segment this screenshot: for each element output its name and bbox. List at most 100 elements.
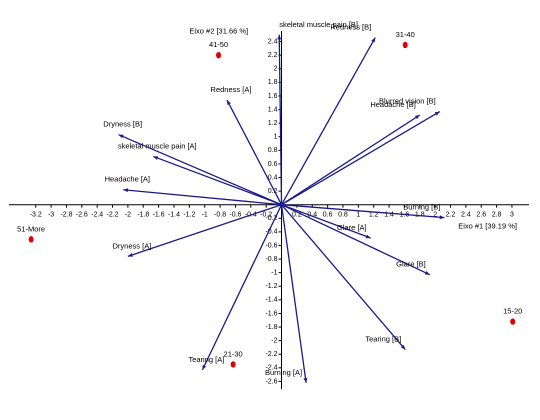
x-tick-label: -3 (48, 212, 54, 219)
arrow-head (153, 156, 159, 160)
y-tick-label: 2.4 (268, 38, 278, 45)
y-tick-label: 1 (274, 134, 278, 141)
x-tick-label: -0.2 (260, 212, 272, 219)
x-tick-label: -2.2 (107, 212, 119, 219)
x-tick-label: 1.4 (384, 212, 394, 219)
y-tick-label: -1.6 (265, 310, 277, 317)
arrow-head (123, 188, 129, 193)
vector-label: Tearing [B] (365, 334, 401, 343)
y-tick-label: -2.2 (265, 351, 277, 358)
y-axis-label: Eixo #2 [31.66 %] (189, 26, 248, 35)
vector (123, 189, 282, 206)
y-tick-label: 0.8 (268, 147, 278, 154)
x-tick-label: 1 (356, 212, 360, 219)
vector-label: skeletal muscle pain [B] (279, 20, 358, 29)
x-tick-label: -1 (202, 212, 208, 219)
x-tick-label: 0.2 (292, 212, 302, 219)
vector (278, 34, 283, 205)
x-tick-label: -2.4 (91, 212, 103, 219)
point-label: 51-More (17, 224, 45, 233)
arrow-head (127, 253, 133, 257)
arrow-head (202, 364, 207, 370)
y-tick-label: 1.8 (268, 79, 278, 86)
x-tick-label: 1.2 (369, 212, 379, 219)
x-tick-label: -2.6 (76, 212, 88, 219)
x-tick-label: -1.8 (137, 212, 149, 219)
vector-label: Dryness [A] (113, 241, 152, 250)
point-label: 31-40 (396, 30, 415, 39)
y-tick-label: -1.4 (265, 297, 277, 304)
vector (201, 204, 283, 371)
arrow-head (303, 377, 308, 383)
y-tick-label: 1.2 (268, 120, 278, 127)
point-label: 41-50 (209, 40, 228, 49)
vector (118, 134, 282, 206)
vector (281, 111, 441, 206)
arrow-head (371, 37, 376, 43)
x-tick-label: 3 (510, 212, 514, 219)
y-tick-label: 0.4 (268, 174, 278, 181)
arrow-head (118, 134, 124, 139)
x-tick-label: 0.6 (323, 212, 333, 219)
vector (153, 155, 282, 206)
y-tick-label: 1.6 (268, 93, 278, 100)
arrow-head (424, 270, 430, 275)
point-label: 15-20 (503, 307, 522, 316)
point (28, 236, 34, 243)
x-tick-label: 2.4 (461, 212, 471, 219)
vector-label: Dryness [B] (103, 120, 142, 129)
vector (226, 99, 283, 205)
vector-label: Burning [A] (265, 368, 302, 377)
y-tick-label: 1.4 (268, 106, 278, 113)
x-tick-label: -1.2 (183, 212, 195, 219)
y-tick-label: -1.8 (265, 324, 277, 331)
vector (127, 204, 282, 257)
y-tick-label: -2.4 (265, 365, 277, 372)
y-tick-label: 0.6 (268, 161, 278, 168)
arrow-head (226, 100, 231, 106)
vector-label: Tearing [A] (188, 355, 224, 364)
vector-label: Redness [B] (330, 22, 371, 31)
vector-label: Headache [A] (105, 175, 150, 184)
arrow-head (414, 114, 420, 120)
x-tick-label: -2.8 (60, 212, 72, 219)
vector (280, 37, 376, 206)
vector-label: Burning [B] (403, 203, 440, 212)
y-tick-label: -0.4 (265, 229, 277, 236)
vector-label: Redness [A] (211, 85, 252, 94)
vector (281, 204, 371, 239)
point (230, 361, 236, 368)
x-tick-label: 0.4 (307, 212, 317, 219)
arrow-head (277, 34, 282, 40)
vector (281, 114, 421, 206)
x-tick-label: 2 (433, 212, 437, 219)
point (216, 51, 222, 59)
x-tick-label: -0.6 (229, 212, 241, 219)
y-tick-label: -1.2 (265, 283, 277, 290)
vector-label: Headache [B] (370, 100, 415, 109)
x-tick-label: -1.4 (168, 212, 180, 219)
vector-label: Glare [B] (396, 260, 426, 269)
y-tick-label: 2.2 (268, 52, 278, 59)
arrow-head (365, 234, 371, 239)
y-tick-label: -0.8 (265, 256, 277, 263)
y-tick-label: -2 (271, 337, 277, 344)
x-tick-label: 0.8 (338, 212, 348, 219)
arrow-head (434, 111, 440, 116)
vector-label: Blurred vision [B] (379, 97, 436, 106)
vector-label: skeletal muscle pain [A] (118, 141, 197, 150)
x-tick-label: -2 (125, 212, 131, 219)
x-axis-label: Eixo #1 [39.19 %] (458, 222, 517, 231)
x-tick-label: -3.2 (30, 212, 42, 219)
vector (281, 204, 431, 276)
vector (281, 204, 406, 350)
x-tick-label: 2.6 (476, 212, 486, 219)
point-label: 21-30 (224, 349, 243, 358)
x-tick-label: -0.8 (214, 212, 226, 219)
y-tick-label: -0.2 (265, 215, 277, 222)
arrow-head (400, 344, 406, 350)
y-tick-label: -1 (271, 270, 277, 277)
arrow-head (439, 215, 445, 220)
vector (281, 204, 445, 219)
